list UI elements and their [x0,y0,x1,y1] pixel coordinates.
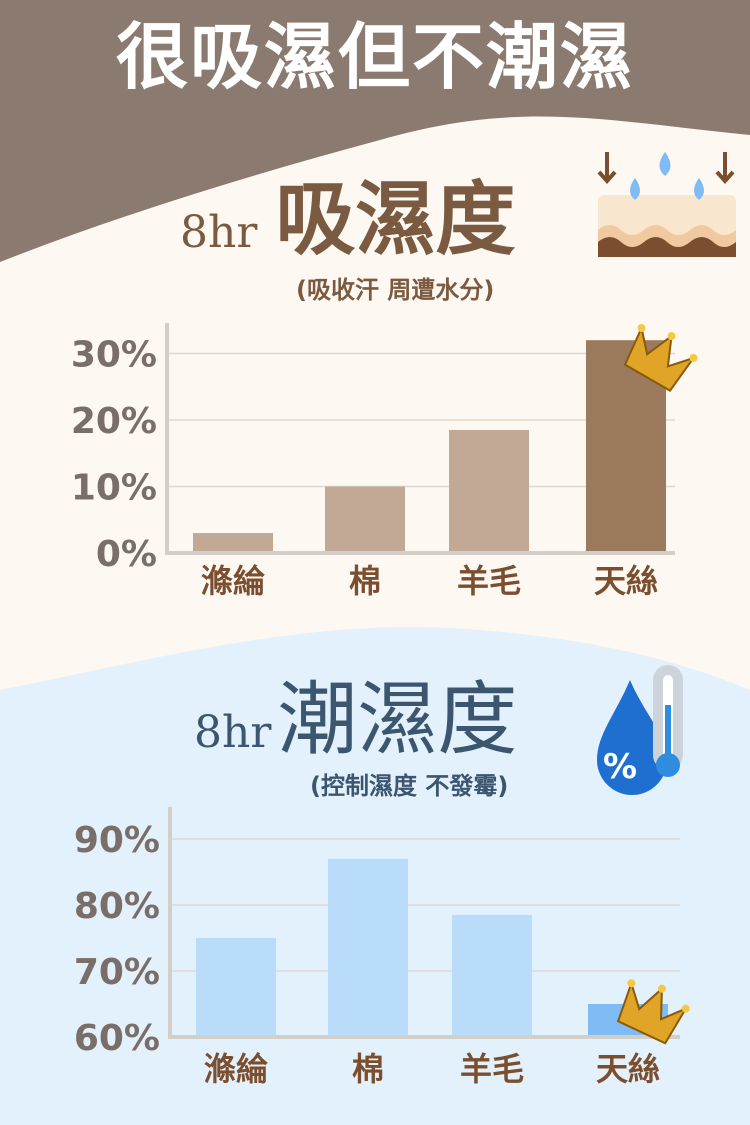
y-tick-label: 10% [71,468,157,509]
section1-subtitle: (吸收汗 周遭水分) [296,276,495,304]
heading: 潮濕度 [277,673,518,766]
x-category-label: 羊毛 [457,562,521,600]
bar-滌綸 [196,938,276,1037]
y-tick-label: 80% [74,886,160,927]
crown-jewel [667,332,676,341]
chart-absorption: 0% 10% 20% 30% 滌綸 棉 羊毛 天絲 [71,323,698,600]
bar-棉 [325,486,405,553]
hours-label: 8hr [180,207,258,258]
crown-icon [616,979,690,1045]
crown-icon [623,324,698,392]
droplet-thermometer-icon: % [597,665,683,795]
x-category-label: 棉 [349,562,381,600]
hours-label: 8hr [194,707,272,758]
crown-jewel [637,324,646,332]
bar-羊毛 [449,429,529,553]
header-wave [0,0,750,262]
section1-heading: 8hr 吸濕度 [180,180,515,262]
section2-heading: 8hr 潮濕度 [194,680,517,762]
percent-text: % [603,747,637,787]
y-tick-label: 70% [74,952,160,993]
bar-羊毛 [452,914,532,1037]
x-category-label: 棉 [352,1050,384,1088]
y-tick-label: 0% [96,534,157,575]
x-category-label: 天絲 [594,562,658,600]
crown-jewel [681,1004,690,1013]
crown-jewel [689,354,698,362]
section2-subtitle: (控制濕度 不發霉) [310,772,509,800]
x-category-label: 天絲 [596,1050,660,1088]
crown-jewel [627,979,636,988]
y-tick-label: 90% [74,820,160,861]
y-tick-label: 20% [71,401,157,442]
skin-droplets-icon [597,152,736,257]
x-category-label: 滌綸 [204,1050,268,1088]
heading: 吸濕度 [275,173,516,266]
x-category-label: 羊毛 [460,1050,524,1088]
bar-棉 [328,858,408,1037]
y-tick-label: 60% [74,1018,160,1059]
crown-jewel [657,984,666,993]
x-category-label: 滌綸 [201,562,265,600]
crown-body [616,980,689,1045]
y-tick-label: 30% [71,335,157,376]
bar-滌綸 [193,533,273,553]
crown-body [623,324,697,392]
chart-humidity: 60% 70% 80% 90% 滌綸 棉 羊毛 天絲 [74,807,690,1088]
page-title: 很吸濕但不潮濕 [115,15,634,99]
